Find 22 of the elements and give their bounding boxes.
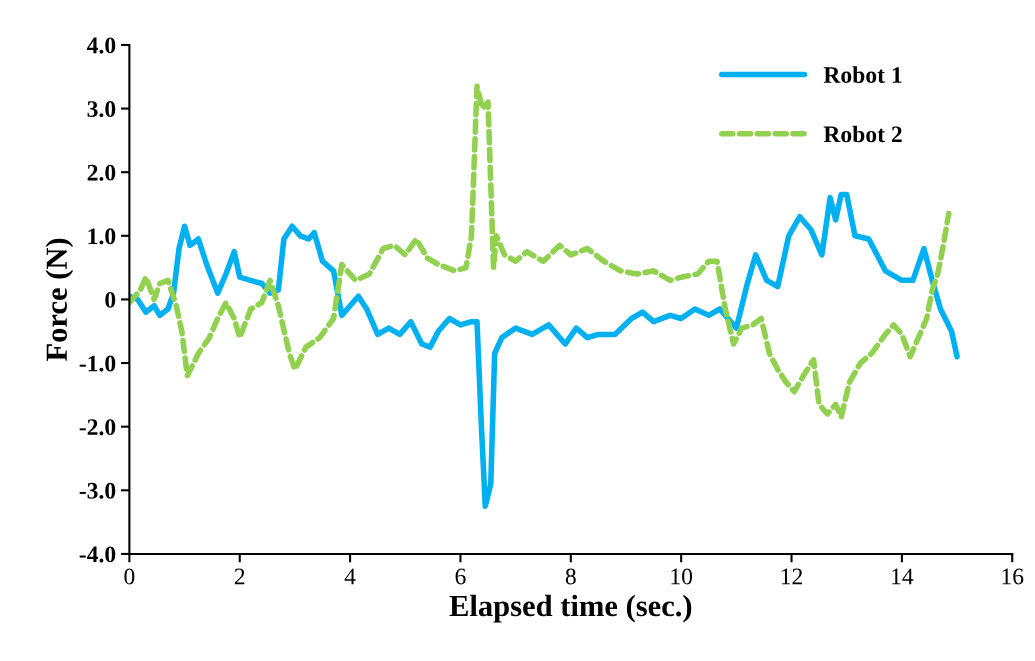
legend-label: Robot 2 xyxy=(823,125,902,143)
y-tick-label: 1.0 xyxy=(88,228,116,245)
y-tick-label: -1.0 xyxy=(79,355,116,372)
y-tick-label: 4.0 xyxy=(86,37,116,54)
x-tick-label: 10 xyxy=(671,568,693,585)
legend-label: Robot 1 xyxy=(823,66,902,83)
y-axis-title: Force (N) xyxy=(45,238,74,361)
y-tick-label: 3.0 xyxy=(87,101,116,118)
x-tick-label: 14 xyxy=(892,568,914,585)
y-tick-label: 0 xyxy=(105,291,116,308)
y-tick-label: -4.0 xyxy=(79,546,116,563)
x-tick-label: 8 xyxy=(565,568,576,585)
x-axis-title: Elapsed time (sec.) xyxy=(449,594,692,623)
y-tick-label: -3.0 xyxy=(79,482,116,499)
x-tick-label: 0 xyxy=(124,568,135,585)
x-tick-label: 2 xyxy=(234,568,245,585)
y-tick-label: 2.0 xyxy=(87,164,116,181)
x-tick-label: 12 xyxy=(781,568,803,585)
x-tick-label: 16 xyxy=(1002,568,1024,585)
x-tick-label: 6 xyxy=(455,568,466,585)
y-tick-label: -2.0 xyxy=(79,419,116,436)
x-tick-label: 4 xyxy=(344,568,356,585)
